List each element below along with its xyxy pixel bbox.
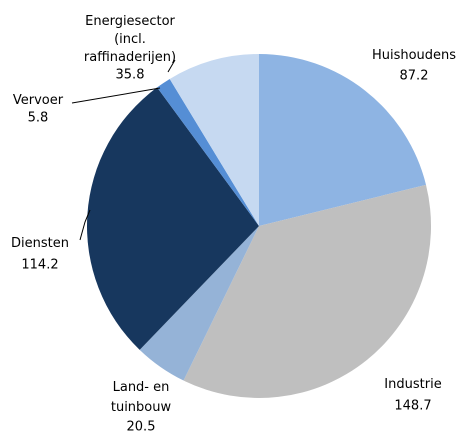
leader-line [79, 209, 91, 241]
leader-line [71, 87, 161, 104]
slice-label: Industrie [384, 377, 441, 392]
leader-line [167, 59, 176, 73]
pie-slice [139, 226, 259, 381]
pie-slice [183, 184, 431, 398]
slice-label: Land- en tuinbouw [111, 380, 172, 415]
value-label: 35.8 [116, 68, 145, 83]
value-label: 20.5 [127, 420, 156, 435]
slice-label: Energiesector (incl. raffinaderijen) [84, 14, 176, 65]
slice-label: Diensten [11, 236, 69, 251]
value-label: 148.7 [394, 399, 431, 414]
value-label: 114.2 [21, 258, 58, 273]
pie-slice [157, 78, 259, 226]
slice-label: Huishoudens [372, 48, 456, 63]
value-label: 87.2 [400, 69, 429, 84]
slice-label: Vervoer [13, 93, 64, 108]
pie-slice [169, 54, 259, 226]
value-label: 5.8 [28, 111, 49, 126]
pie-slice [87, 87, 259, 350]
pie-slice [259, 54, 427, 226]
